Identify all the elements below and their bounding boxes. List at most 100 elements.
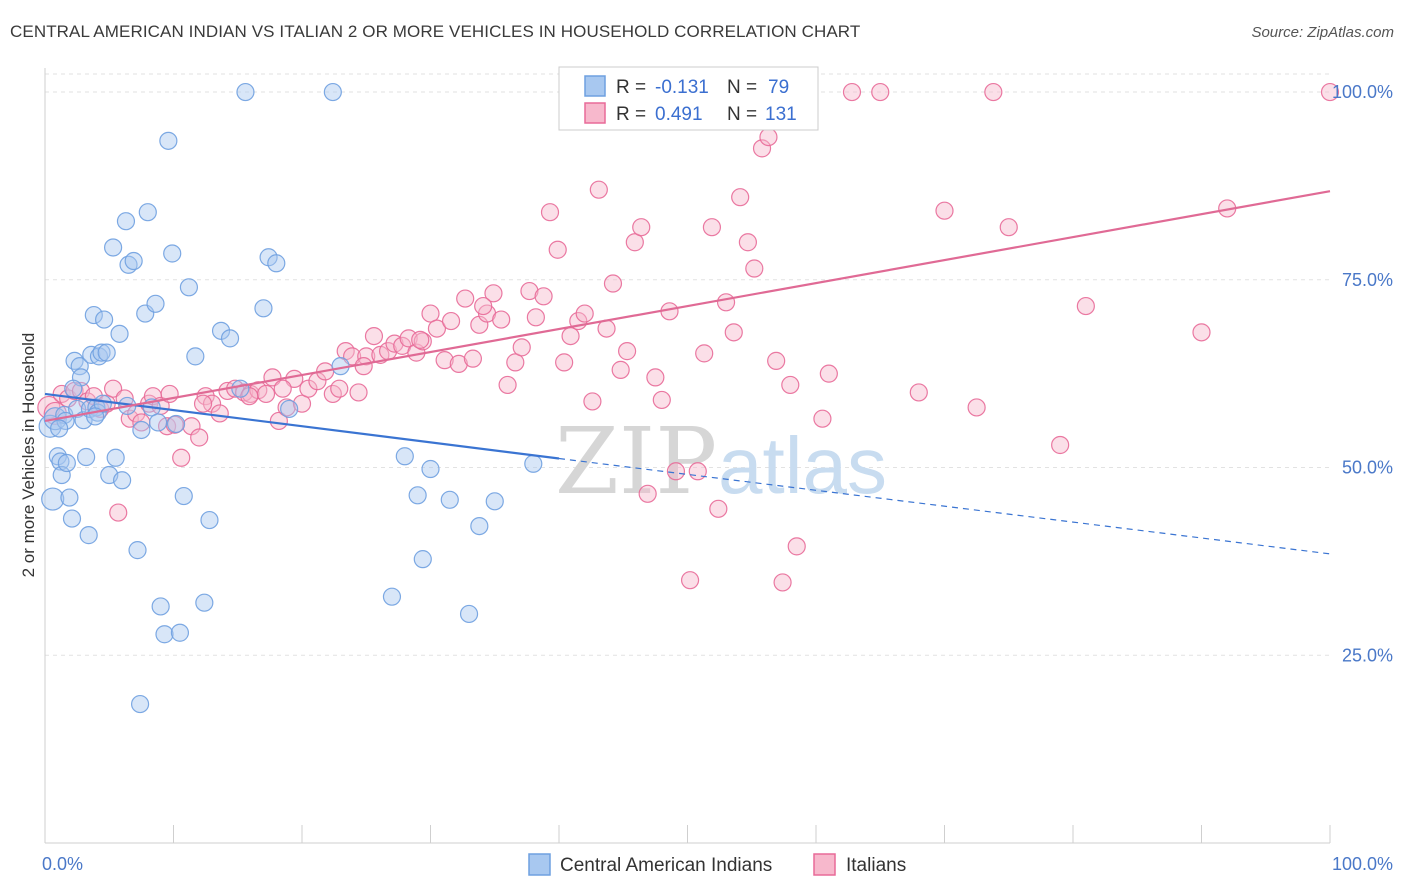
point-cai-29 — [106, 448, 125, 467]
point-cai-68 — [459, 604, 479, 624]
point-ita-115 — [999, 218, 1018, 237]
point-ita-113 — [967, 398, 986, 417]
point-ita-64 — [484, 284, 503, 303]
point-ita-79 — [589, 180, 608, 199]
point-cai-36 — [132, 420, 151, 440]
point-ita-120 — [1320, 82, 1340, 102]
legend-n-value-1: 131 — [765, 104, 797, 125]
point-ita-87 — [646, 368, 665, 387]
point-ita-86 — [638, 484, 657, 503]
point-ita-95 — [709, 499, 728, 518]
x-tick-label-1: 100.0% — [1332, 854, 1393, 874]
point-ita-91 — [680, 571, 700, 590]
y-tick-label-3: 100.0% — [1332, 82, 1393, 102]
point-cai-67 — [440, 490, 459, 509]
point-ita-102 — [759, 127, 778, 147]
y-tick-label-2: 75.0% — [1342, 270, 1393, 290]
watermark-atlas: atlas — [718, 421, 887, 510]
point-cai-62 — [382, 587, 402, 606]
point-cai-16 — [77, 447, 96, 467]
trend-lines — [44, 190, 1331, 555]
point-ita-106 — [787, 537, 806, 556]
point-cai-63 — [395, 447, 414, 466]
point-ita-105 — [781, 375, 800, 395]
point-ita-128 — [474, 296, 493, 316]
bottom-legend-swatch-pink — [813, 853, 836, 876]
point-cai-1 — [41, 487, 65, 511]
point-ita-83 — [618, 342, 637, 361]
point-ita-26 — [210, 404, 229, 423]
point-cai-25 — [95, 310, 114, 329]
legend-r-value-0: -0.131 — [655, 77, 709, 98]
point-ita-85 — [632, 218, 651, 237]
point-cai-34 — [124, 251, 143, 271]
gridlines — [45, 73, 1330, 656]
point-cai-15 — [74, 411, 93, 430]
point-cai-41 — [151, 597, 170, 616]
point-cai-70 — [485, 492, 504, 511]
point-cai-73 — [64, 379, 83, 398]
point-ita-47 — [364, 327, 384, 346]
point-ita-42 — [330, 379, 349, 398]
point-ita-23 — [190, 428, 209, 447]
point-cai-54 — [231, 379, 250, 398]
top-legend: R = -0.131 N = 79 R = 0.491 N = 131 — [558, 66, 819, 131]
bottom-legend: Central American Indians Italians — [528, 853, 906, 876]
point-cai-58 — [267, 254, 286, 273]
y-tick-label-1: 50.0% — [1342, 458, 1393, 478]
point-cai-78 — [148, 413, 168, 432]
legend-n-value-0: 79 — [768, 77, 789, 98]
point-ita-68 — [512, 338, 531, 357]
point-ita-125 — [273, 379, 292, 398]
point-cai-4 — [51, 452, 70, 471]
legend-r-label-1: R = — [616, 104, 646, 125]
point-cai-11 — [65, 351, 84, 370]
x-tick-label-0: 0.0% — [42, 854, 83, 874]
chart-title: CENTRAL AMERICAN INDIAN VS ITALIAN 2 OR … — [10, 22, 861, 41]
point-cai-30 — [110, 324, 129, 343]
bottom-legend-swatch-blue — [528, 853, 551, 876]
point-cai-60 — [323, 82, 342, 102]
point-ita-74 — [555, 353, 574, 372]
point-cai-8 — [57, 453, 76, 473]
point-ita-69 — [520, 281, 539, 301]
point-ita-112 — [935, 201, 954, 220]
point-ita-59 — [449, 354, 468, 373]
point-cai-71 — [524, 454, 543, 473]
point-cai-28 — [104, 238, 123, 257]
point-ita-10 — [104, 379, 123, 398]
point-ita-58 — [441, 311, 461, 331]
point-cai-50 — [195, 593, 214, 612]
point-cai-44 — [163, 244, 182, 263]
point-cai-59 — [280, 399, 299, 419]
point-ita-56 — [427, 319, 447, 338]
point-cai-66 — [421, 459, 440, 479]
point-ita-109 — [842, 82, 862, 102]
source-label: Source: ZipAtlas.com — [1251, 24, 1394, 41]
point-ita-84 — [625, 233, 644, 252]
point-ita-70 — [526, 308, 545, 327]
legend-swatch-pink — [584, 102, 606, 124]
point-ita-73 — [548, 240, 567, 259]
point-ita-96 — [716, 293, 736, 312]
point-cai-38 — [138, 203, 157, 222]
point-cai-10 — [62, 509, 82, 528]
point-cai-43 — [159, 131, 178, 150]
point-cai-64 — [408, 486, 427, 505]
point-ita-82 — [611, 360, 630, 379]
point-ita-72 — [540, 203, 560, 222]
point-ita-60 — [456, 289, 475, 308]
point-cai-31 — [112, 471, 132, 490]
point-cai-26 — [97, 343, 116, 362]
point-ita-34 — [269, 411, 288, 431]
point-ita-99 — [738, 233, 757, 252]
point-ita-44 — [343, 347, 362, 366]
point-cai-75 — [50, 419, 69, 438]
trend-line-cai-dashed — [558, 457, 1331, 555]
legend-n-label-0: N = — [727, 77, 757, 98]
point-ita-77 — [575, 304, 594, 323]
point-ita-78 — [583, 392, 602, 411]
legend-r-label-0: R = — [616, 77, 646, 98]
point-ita-11 — [109, 503, 128, 522]
